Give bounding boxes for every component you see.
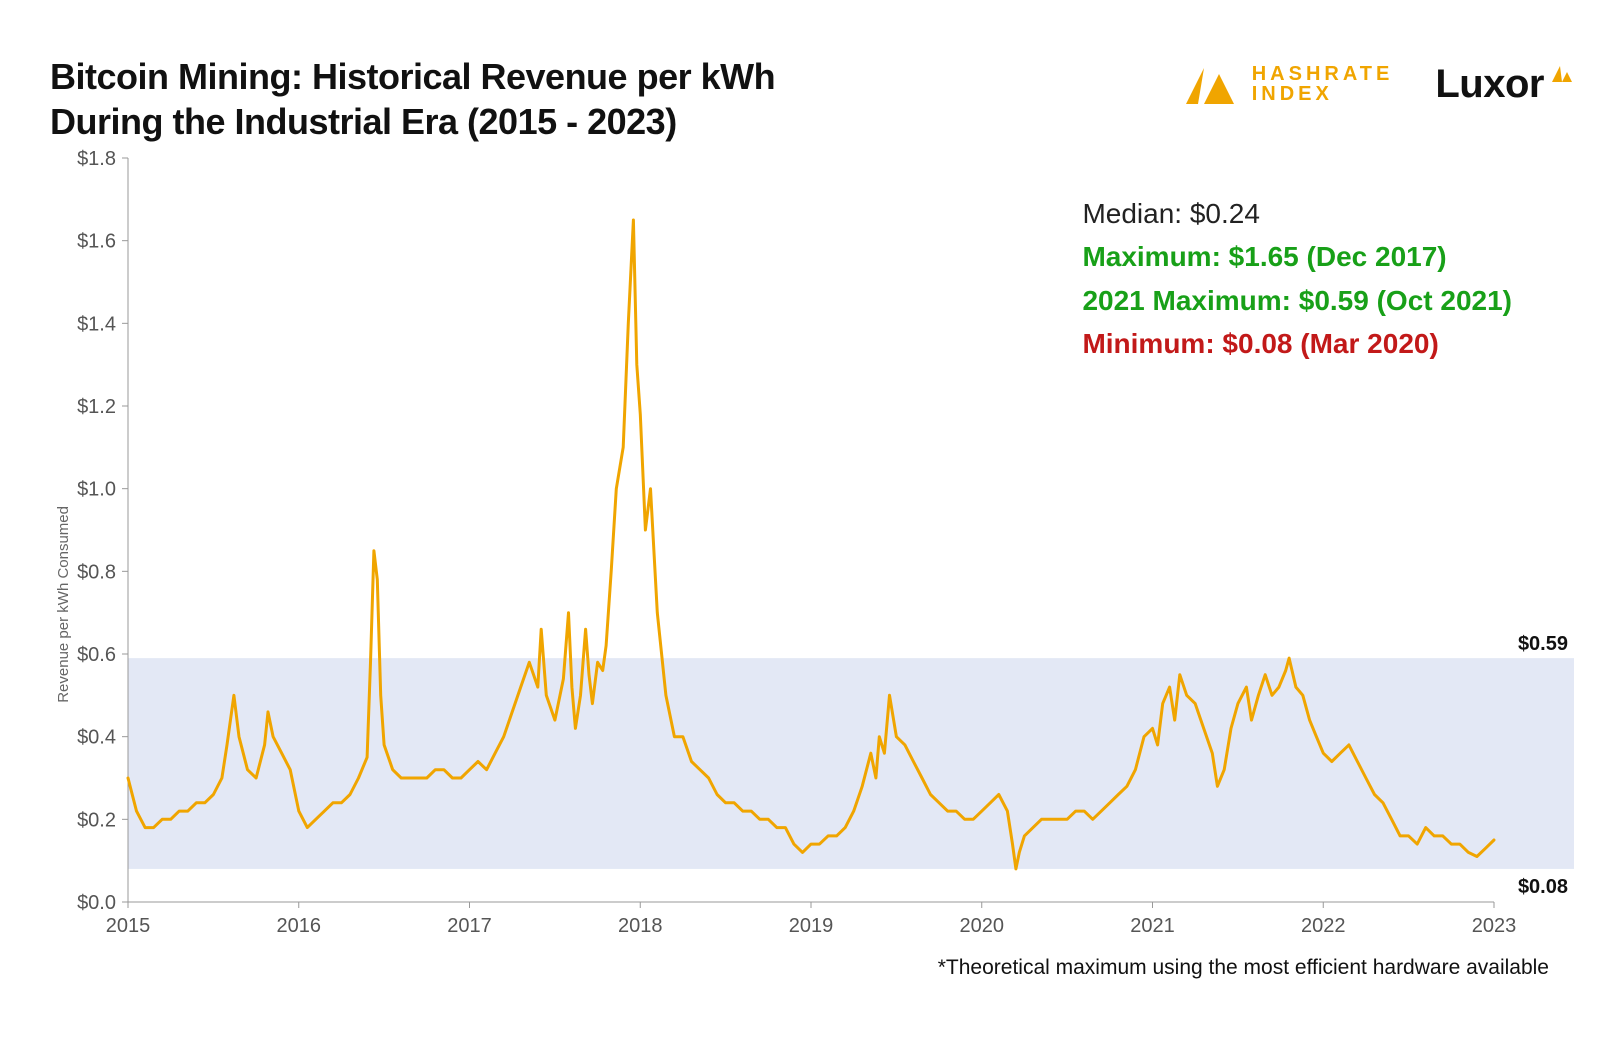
svg-text:$1.8: $1.8 (77, 148, 116, 170)
svg-text:2019: 2019 (789, 915, 834, 937)
hashrate-index-logo: HASHRATE INDEX (1182, 60, 1394, 108)
svg-text:2021: 2021 (1130, 915, 1175, 937)
title-line-1: Bitcoin Mining: Historical Revenue per k… (50, 56, 775, 97)
svg-text:2022: 2022 (1301, 915, 1346, 937)
hashrate-bottom: INDEX (1252, 84, 1394, 104)
page-title: Bitcoin Mining: Historical Revenue per k… (50, 54, 775, 144)
svg-text:2018: 2018 (618, 915, 663, 937)
hashrate-text: HASHRATE INDEX (1252, 64, 1394, 104)
luxor-icon (1550, 62, 1574, 84)
svg-text:$1.4: $1.4 (77, 313, 116, 335)
svg-text:$0.6: $0.6 (77, 644, 116, 666)
svg-text:$1.6: $1.6 (77, 231, 116, 253)
svg-text:$1.0: $1.0 (77, 479, 116, 501)
svg-text:$0.8: $0.8 (77, 561, 116, 583)
svg-text:2017: 2017 (447, 915, 492, 937)
chart-container: $0.0 $0.2 $0.4 $0.6 $0.8 $1.0 $1.2 $1.4 $1.6 $1.8… (50, 148, 1574, 946)
svg-text:$1.2: $1.2 (77, 396, 116, 418)
svg-text:2015: 2015 (106, 915, 151, 937)
svg-text:Revenue per kWh Consumed: Revenue per kWh Consumed (55, 506, 72, 703)
svg-text:2020: 2020 (960, 915, 1005, 937)
logos: HASHRATE INDEX Luxor (1182, 54, 1574, 108)
luxor-logo: Luxor (1435, 62, 1574, 107)
line-chart: $0.0 $0.2 $0.4 $0.6 $0.8 $1.0 $1.2 $1.4 $1.6 $1.8… (50, 148, 1574, 946)
svg-text:$0.0: $0.0 (77, 892, 116, 914)
luxor-text: Luxor (1435, 62, 1544, 107)
svg-text:$0.59: $0.59 (1518, 633, 1568, 655)
svg-text:$0.2: $0.2 (77, 809, 116, 831)
header: Bitcoin Mining: Historical Revenue per k… (50, 54, 1574, 144)
hashrate-icon (1182, 60, 1238, 108)
svg-text:2023: 2023 (1472, 915, 1517, 937)
footnote: *Theoretical maximum using the most effi… (938, 956, 1549, 980)
svg-text:2016: 2016 (277, 915, 322, 937)
hashrate-top: HASHRATE (1252, 64, 1394, 84)
svg-text:$0.4: $0.4 (77, 727, 116, 749)
svg-text:$0.08: $0.08 (1518, 876, 1568, 898)
title-line-2: During the Industrial Era (2015 - 2023) (50, 101, 677, 142)
